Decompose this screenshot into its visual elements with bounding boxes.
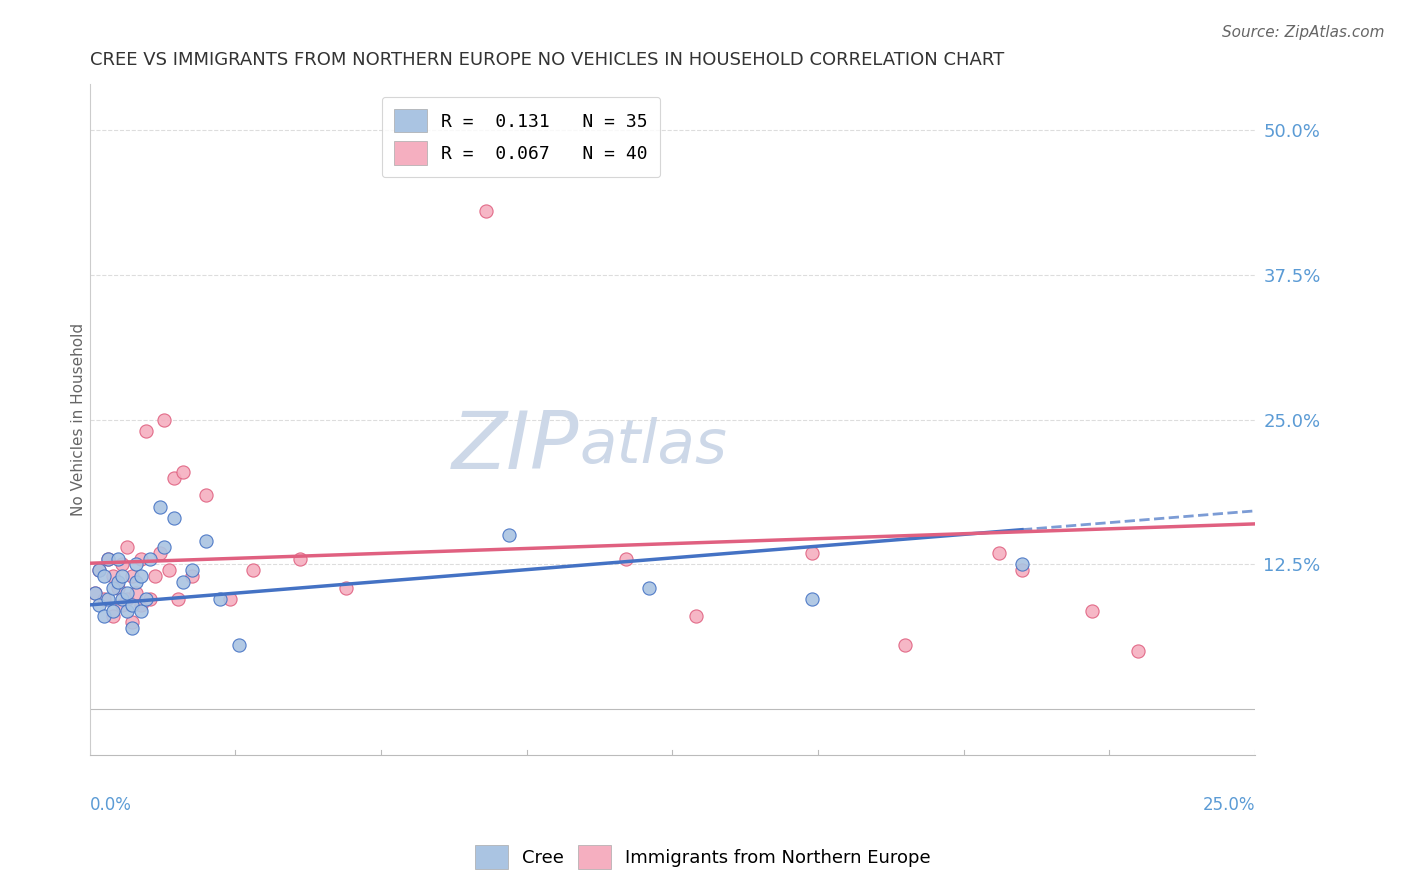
Point xyxy=(111,598,134,612)
Point xyxy=(1128,644,1150,658)
Point xyxy=(614,551,637,566)
Point xyxy=(93,569,115,583)
Point xyxy=(93,609,115,624)
Point xyxy=(107,574,129,589)
Point xyxy=(163,470,186,484)
Point xyxy=(97,551,120,566)
Point xyxy=(93,592,115,607)
Point xyxy=(157,563,180,577)
Point xyxy=(167,592,190,607)
Point xyxy=(172,574,194,589)
Point xyxy=(115,540,138,554)
Point xyxy=(218,592,240,607)
Y-axis label: No Vehicles in Household: No Vehicles in Household xyxy=(72,323,86,516)
Point xyxy=(129,604,152,618)
Point xyxy=(801,546,824,560)
Point xyxy=(1081,604,1104,618)
Point xyxy=(107,551,129,566)
Text: ZIP: ZIP xyxy=(451,408,579,485)
Point xyxy=(987,546,1010,560)
Point xyxy=(111,592,134,607)
Point xyxy=(129,551,152,566)
Point xyxy=(125,586,148,600)
Point xyxy=(89,563,111,577)
Point xyxy=(242,563,264,577)
Point xyxy=(195,534,218,549)
Point xyxy=(149,500,172,514)
Point xyxy=(101,569,124,583)
Point xyxy=(115,604,138,618)
Point xyxy=(801,592,824,607)
Point xyxy=(163,511,186,525)
Point xyxy=(149,546,172,560)
Point xyxy=(83,586,105,600)
Point xyxy=(129,569,152,583)
Point xyxy=(181,563,204,577)
Legend: R =  0.131   N = 35, R =  0.067   N = 40: R = 0.131 N = 35, R = 0.067 N = 40 xyxy=(381,96,661,178)
Point xyxy=(228,639,250,653)
Point xyxy=(143,569,166,583)
Point xyxy=(288,551,311,566)
Point xyxy=(125,558,148,572)
Point xyxy=(475,204,498,219)
Point xyxy=(153,413,176,427)
Text: 0.0%: 0.0% xyxy=(90,796,132,814)
Point xyxy=(89,563,111,577)
Point xyxy=(638,581,661,595)
Point xyxy=(121,621,143,635)
Point xyxy=(107,581,129,595)
Point xyxy=(209,592,232,607)
Point xyxy=(195,488,218,502)
Text: CREE VS IMMIGRANTS FROM NORTHERN EUROPE NO VEHICLES IN HOUSEHOLD CORRELATION CHA: CREE VS IMMIGRANTS FROM NORTHERN EUROPE … xyxy=(90,51,1004,69)
Point xyxy=(89,598,111,612)
Point xyxy=(121,598,143,612)
Point xyxy=(1011,563,1033,577)
Point xyxy=(894,639,917,653)
Point xyxy=(498,528,520,542)
Point xyxy=(121,615,143,630)
Point xyxy=(685,609,707,624)
Point xyxy=(135,592,157,607)
Point xyxy=(83,586,105,600)
Point xyxy=(115,586,138,600)
Point xyxy=(97,592,120,607)
Legend: Cree, Immigrants from Northern Europe: Cree, Immigrants from Northern Europe xyxy=(468,838,938,876)
Text: 25.0%: 25.0% xyxy=(1202,796,1256,814)
Point xyxy=(135,425,157,439)
Point xyxy=(97,551,120,566)
Point xyxy=(101,609,124,624)
Point xyxy=(115,592,138,607)
Point xyxy=(129,598,152,612)
Text: Source: ZipAtlas.com: Source: ZipAtlas.com xyxy=(1222,25,1385,40)
Point xyxy=(125,574,148,589)
Point xyxy=(121,569,143,583)
Point xyxy=(139,551,162,566)
Point xyxy=(172,465,194,479)
Point xyxy=(153,540,176,554)
Point xyxy=(139,592,162,607)
Point xyxy=(181,569,204,583)
Point xyxy=(111,558,134,572)
Point xyxy=(111,569,134,583)
Point xyxy=(101,604,124,618)
Point xyxy=(101,581,124,595)
Point xyxy=(335,581,357,595)
Text: atlas: atlas xyxy=(579,417,727,476)
Point xyxy=(1011,558,1033,572)
